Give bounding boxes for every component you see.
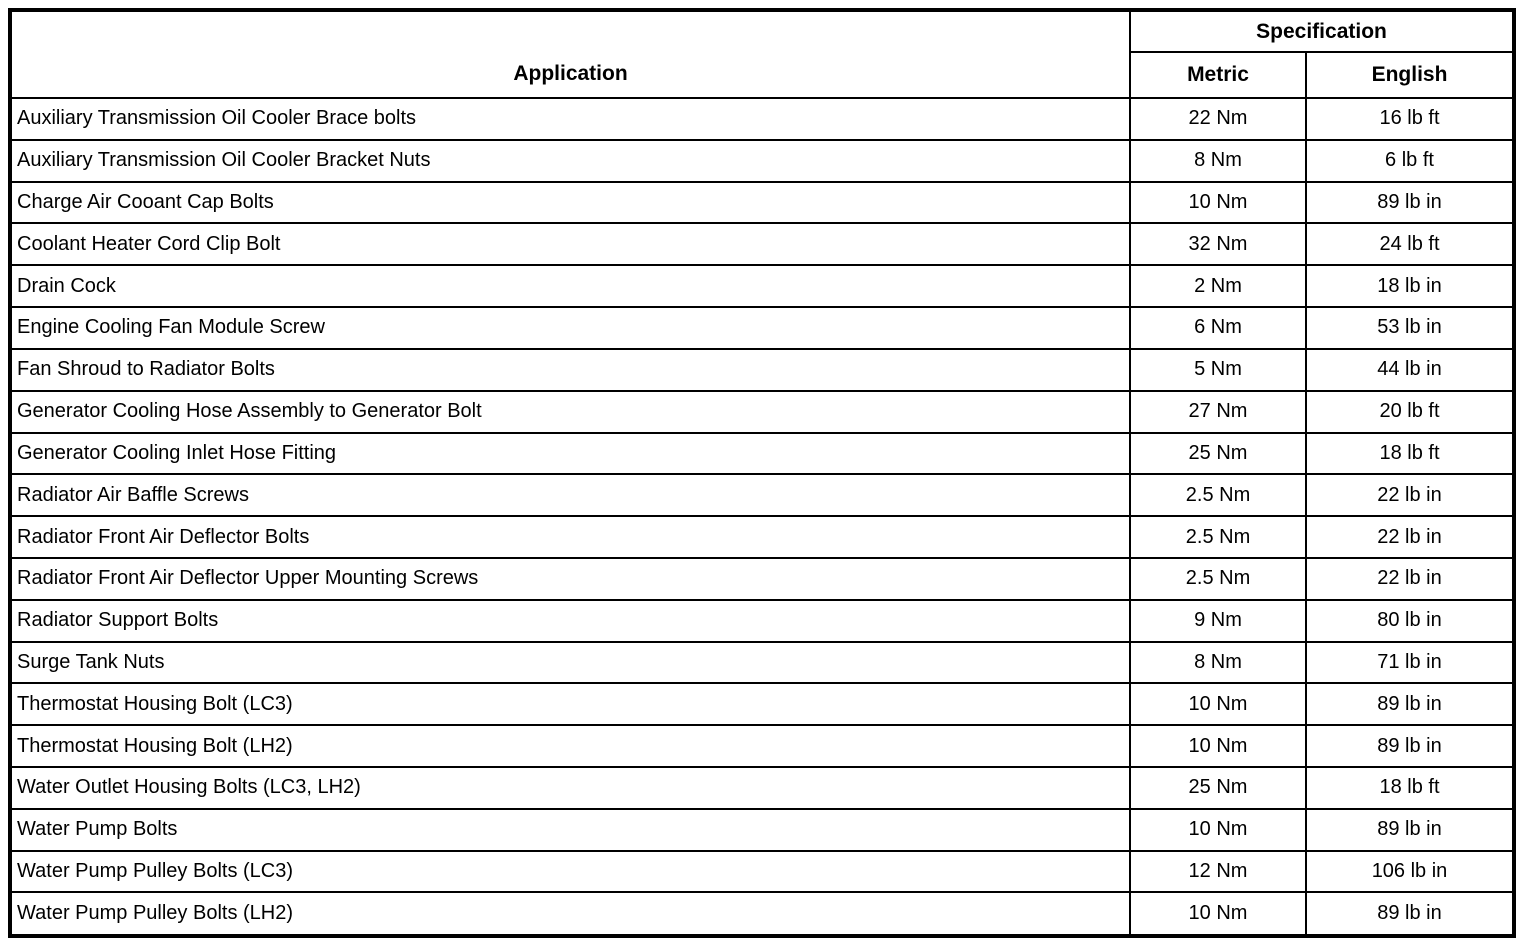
metric-value-cell: 8 Nm xyxy=(1129,138,1307,183)
english-value-cell: 18 lb in xyxy=(1304,264,1516,309)
metric-value-cell: 8 Nm xyxy=(1129,640,1307,685)
english-column-header: English xyxy=(1304,51,1516,99)
header-row-specification: Application Specification xyxy=(9,9,1516,99)
table-row: Auxiliary Transmission Oil Cooler Brace … xyxy=(9,97,1516,141)
application-cell: Radiator Air Baffle Screws xyxy=(9,473,1131,518)
application-cell: Fan Shroud to Radiator Bolts xyxy=(9,347,1131,392)
table-row: Water Pump Bolts 10 Nm 89 lb in xyxy=(9,807,1516,852)
torque-specification-table: Application Specification Metric English… xyxy=(8,8,1517,938)
english-value-cell: 89 lb in xyxy=(1304,891,1516,937)
metric-value-cell: 2.5 Nm xyxy=(1129,473,1307,518)
application-column-header: Application xyxy=(9,9,1131,99)
table-row: Generator Cooling Hose Assembly to Gener… xyxy=(9,389,1516,434)
english-value-cell: 22 lb in xyxy=(1304,473,1516,518)
metric-value-cell: 2 Nm xyxy=(1129,264,1307,309)
english-value-cell: 89 lb in xyxy=(1304,180,1516,225)
english-value-cell: 44 lb in xyxy=(1304,347,1516,392)
application-cell: Engine Cooling Fan Module Screw xyxy=(9,306,1131,350)
english-value-cell: 6 lb ft xyxy=(1304,138,1516,183)
application-cell: Drain Cock xyxy=(9,264,1131,309)
application-cell: Radiator Support Bolts xyxy=(9,598,1131,643)
table-row: Generator Cooling Inlet Hose Fitting 25 N… xyxy=(9,431,1516,476)
application-cell: Generator Cooling Hose Assembly to Gener… xyxy=(9,389,1131,434)
metric-value-cell: 25 Nm xyxy=(1129,766,1307,810)
english-value-cell: 80 lb in xyxy=(1304,598,1516,643)
metric-value-cell: 27 Nm xyxy=(1129,389,1307,434)
english-value-cell: 106 lb in xyxy=(1304,849,1516,894)
table-row: Fan Shroud to Radiator Bolts 5 Nm 44 lb in xyxy=(9,347,1516,392)
application-cell: Charge Air Cooant Cap Bolts xyxy=(9,180,1131,225)
table-row: Engine Cooling Fan Module Screw 6 Nm 53 lb… xyxy=(9,306,1516,350)
table-row: Auxiliary Transmission Oil Cooler Bracke… xyxy=(9,138,1516,183)
table-row: Thermostat Housing Bolt (LC3) 10 Nm 89 lb … xyxy=(9,682,1516,727)
application-cell: Auxiliary Transmission Oil Cooler Brace … xyxy=(9,97,1131,141)
table-row: Surge Tank Nuts 8 Nm 71 lb in xyxy=(9,640,1516,685)
metric-value-cell: 5 Nm xyxy=(1129,347,1307,392)
english-value-cell: 89 lb in xyxy=(1304,807,1516,852)
table-row: Drain Cock 2 Nm 18 lb in xyxy=(9,264,1516,309)
english-value-cell: 24 lb ft xyxy=(1304,222,1516,267)
application-cell: Generator Cooling Inlet Hose Fitting xyxy=(9,431,1131,476)
table-row: Radiator Front Air Deflector Upper Mount… xyxy=(9,556,1516,601)
table-row: Radiator Front Air Deflector Bolts 2.5 Nm… xyxy=(9,515,1516,559)
table-row: Radiator Air Baffle Screws 2.5 Nm 22 lb in xyxy=(9,473,1516,518)
metric-value-cell: 2.5 Nm xyxy=(1129,515,1307,559)
application-cell: Water Pump Pulley Bolts (LH2) xyxy=(9,891,1131,937)
table-row: Coolant Heater Cord Clip Bolt 32 Nm 24 lb … xyxy=(9,222,1516,267)
application-cell: Surge Tank Nuts xyxy=(9,640,1131,685)
english-value-cell: 89 lb in xyxy=(1304,724,1516,768)
metric-value-cell: 25 Nm xyxy=(1129,431,1307,476)
english-value-cell: 89 lb in xyxy=(1304,682,1516,727)
metric-column-header: Metric xyxy=(1129,51,1307,99)
english-value-cell: 71 lb in xyxy=(1304,640,1516,685)
metric-value-cell: 2.5 Nm xyxy=(1129,556,1307,601)
application-cell: Radiator Front Air Deflector Upper Mount… xyxy=(9,556,1131,601)
english-value-cell: 53 lb in xyxy=(1304,306,1516,350)
english-value-cell: 20 lb ft xyxy=(1304,389,1516,434)
table-row: Charge Air Cooant Cap Bolts 10 Nm 89 lb in xyxy=(9,180,1516,225)
english-value-cell: 22 lb in xyxy=(1304,556,1516,601)
metric-value-cell: 6 Nm xyxy=(1129,306,1307,350)
application-cell: Auxiliary Transmission Oil Cooler Bracke… xyxy=(9,138,1131,183)
table-row: Water Pump Pulley Bolts (LH2) 10 Nm 89 lb … xyxy=(9,891,1516,937)
metric-value-cell: 10 Nm xyxy=(1129,724,1307,768)
table-row: Radiator Support Bolts 9 Nm 80 lb in xyxy=(9,598,1516,643)
metric-value-cell: 10 Nm xyxy=(1129,682,1307,727)
english-value-cell: 16 lb ft xyxy=(1304,97,1516,141)
application-cell: Thermostat Housing Bolt (LC3) xyxy=(9,682,1131,727)
table-row: Water Pump Pulley Bolts (LC3) 12 Nm 106 lb… xyxy=(9,849,1516,894)
metric-value-cell: 22 Nm xyxy=(1129,97,1307,141)
application-cell: Water Pump Bolts xyxy=(9,807,1131,852)
header-row-units: Metric English xyxy=(10,51,1516,99)
metric-value-cell: 9 Nm xyxy=(1129,598,1307,643)
application-cell: Water Pump Pulley Bolts (LC3) xyxy=(9,849,1131,894)
metric-value-cell: 10 Nm xyxy=(1129,180,1307,225)
specification-column-group-header: Specification xyxy=(1128,9,1516,53)
metric-value-cell: 10 Nm xyxy=(1129,807,1307,852)
application-cell: Coolant Heater Cord Clip Bolt xyxy=(9,222,1131,267)
metric-value-cell: 32 Nm xyxy=(1129,222,1307,267)
metric-value-cell: 12 Nm xyxy=(1129,849,1307,894)
table-row: Thermostat Housing Bolt (LH2) 10 Nm 89 lb … xyxy=(9,724,1516,768)
application-cell: Thermostat Housing Bolt (LH2) xyxy=(9,724,1131,768)
metric-value-cell: 10 Nm xyxy=(1129,891,1307,937)
english-value-cell: 18 lb ft xyxy=(1304,431,1516,476)
application-cell: Radiator Front Air Deflector Bolts xyxy=(9,515,1131,559)
table-row: Water Outlet Housing Bolts (LC3, LH2) 25 … xyxy=(9,766,1516,810)
table-body: Auxiliary Transmission Oil Cooler Brace … xyxy=(9,97,1516,937)
table-header: Application Specification Metric English xyxy=(9,9,1516,99)
english-value-cell: 22 lb in xyxy=(1304,515,1516,559)
english-value-cell: 18 lb ft xyxy=(1304,766,1516,810)
application-cell: Water Outlet Housing Bolts (LC3, LH2) xyxy=(9,766,1131,810)
